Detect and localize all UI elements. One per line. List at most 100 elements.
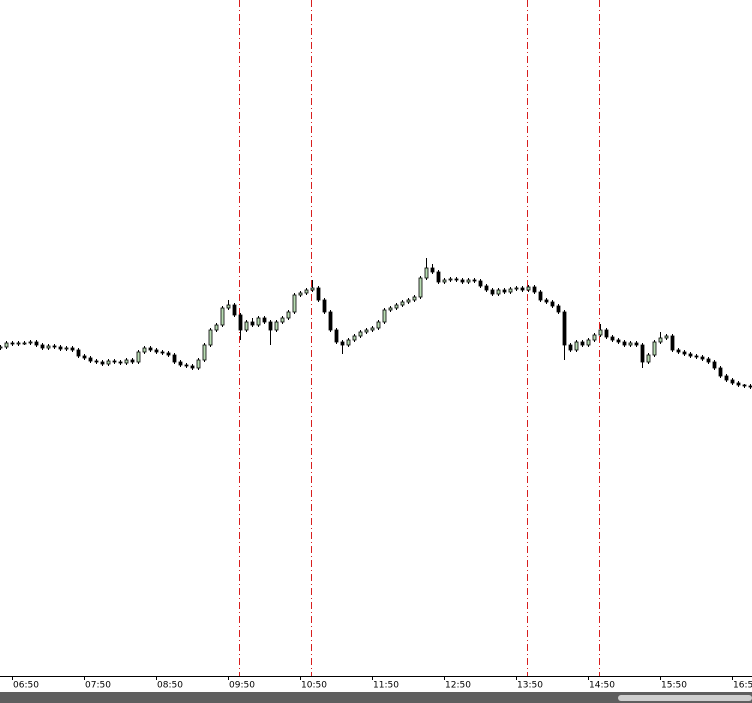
candle-body [412,296,417,301]
candle-body [208,329,213,346]
candle-body [568,344,573,351]
candle-body [4,342,9,348]
candle-body [556,305,561,313]
candle-body [124,359,129,364]
candle-body [502,289,507,293]
candle-body [622,341,627,346]
candle-body [196,359,201,369]
candle-body [226,304,231,309]
candle-body [250,321,255,326]
candle-body [658,337,663,343]
candle-body [358,331,363,337]
candle-body [346,339,351,346]
candle-body [118,361,123,364]
scrollbar-thumb[interactable] [618,695,752,701]
candle-body [34,341,39,346]
candle-body [64,347,69,350]
candle-body [598,329,603,336]
candle-body [328,311,333,331]
candle-body [694,355,699,358]
candle-body [0,346,3,349]
candle-body [106,360,111,365]
x-tick-label: 08:50 [157,681,183,691]
candle-body [184,364,189,367]
candle-body [460,279,465,283]
x-tick-label: 09:50 [229,681,255,691]
x-tick-label: 06:50 [13,681,39,691]
candle-body [394,304,399,309]
x-tick-label: 07:50 [85,681,111,691]
candle-body [724,375,729,381]
candle-body [286,311,291,319]
candle-body [94,360,99,363]
candle-body [112,360,117,363]
candle-body [700,356,705,360]
candle-body [718,367,723,377]
candle-body [364,329,369,333]
candle-body [508,288,513,293]
candle-body [52,345,57,348]
candle-body [274,321,279,331]
candle-body [232,304,237,316]
candle-body [574,341,579,351]
candle-body [634,342,639,346]
candle-body [550,301,555,307]
scrollbar[interactable] [0,692,752,703]
candle-body [616,339,621,343]
candle-body [298,292,303,296]
candle-body [40,344,45,349]
candle-body [334,329,339,343]
candle-body [490,289,495,295]
candle-body [388,307,393,311]
candle-body [682,351,687,355]
candle-body [76,349,81,357]
candle-body [736,382,741,386]
candle-body [562,311,567,346]
candle-body [586,339,591,346]
candle-body [280,317,285,323]
candle-body [166,352,171,356]
candle-body [664,335,669,339]
candle-body [400,301,405,306]
candle-body [202,344,207,361]
candle-body [46,345,51,349]
candle-body [628,342,633,346]
candle-body [352,335,357,341]
candle-body [58,346,63,350]
candle-body [436,271,441,283]
candle-body [256,317,261,326]
candle-body [532,286,537,293]
candle-body [730,379,735,384]
candle-body [268,321,273,331]
x-tick-label: 16:50 [733,681,752,691]
candle-body [496,289,501,295]
candle-body [310,287,315,291]
candle-body [160,351,165,354]
candle-body [610,336,615,341]
candle-body [322,299,327,313]
candle-body [748,385,752,388]
candle-body [514,287,519,290]
candle-body [304,289,309,294]
candle-body [430,267,435,273]
candle-body [424,267,429,279]
x-tick-label: 12:50 [445,681,471,691]
candle-body [526,286,531,291]
x-tick-label: 15:50 [661,681,687,691]
candle-body [640,344,645,363]
x-tick-label: 14:50 [589,681,615,691]
candle-body [370,327,375,331]
candle-body [136,351,141,363]
candle-body [130,359,135,363]
candle-body [22,342,27,345]
candle-body [100,361,105,365]
candle-body [16,342,21,345]
candle-body [382,309,387,323]
candle-body [28,341,33,344]
candle-body [520,287,525,291]
candle-body [706,358,711,363]
candle-body [340,341,345,346]
candle-body [178,361,183,366]
candle-body [652,341,657,356]
